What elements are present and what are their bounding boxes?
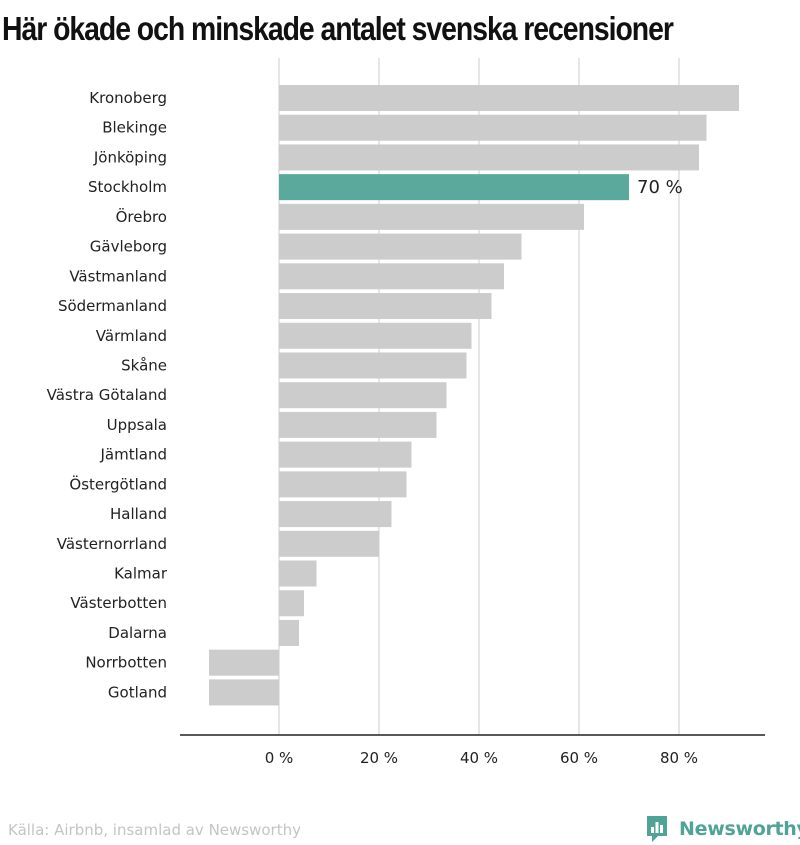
bar: [279, 501, 392, 528]
bar: [279, 233, 522, 260]
bar: [279, 203, 584, 230]
category-label: Stockholm: [88, 178, 167, 196]
bar: [279, 560, 317, 587]
bar: [279, 352, 467, 379]
category-label: Västernorrland: [57, 535, 167, 553]
tick-label: 20 %: [360, 749, 398, 767]
category-label: Örebro: [116, 207, 167, 226]
tick-label: 80 %: [660, 749, 698, 767]
category-label: Gotland: [108, 683, 167, 701]
bar: [279, 411, 437, 438]
category-label: Halland: [110, 505, 167, 523]
bar: [279, 263, 504, 290]
bar: [279, 174, 629, 201]
category-label: Värmland: [96, 327, 167, 345]
category-label: Västmanland: [69, 267, 167, 285]
category-label: Gävleborg: [90, 238, 167, 256]
bar: [279, 441, 412, 468]
bar: [209, 649, 279, 676]
category-labels: Kronoberg Blekinge Jönköping Stockholm 70 % Ö…: [47, 89, 683, 701]
bar: [279, 85, 739, 111]
category-label: Jämtland: [100, 446, 168, 464]
bar: [279, 530, 379, 557]
category-label: Västerbotten: [70, 594, 167, 612]
brand-name: Newsworthy: [679, 818, 800, 840]
source-text: Källa: Airbnb, insamlad av Newsworthy: [8, 821, 301, 839]
category-label: Skåne: [121, 356, 167, 374]
bar: [209, 679, 279, 706]
tick-label: 60 %: [560, 749, 598, 767]
bar: [279, 619, 299, 646]
category-label: Norrbotten: [85, 654, 167, 672]
newsworthy-logo-icon: [647, 816, 667, 842]
bar: [279, 144, 699, 171]
category-label: Kalmar: [114, 565, 168, 583]
value-label: 70 %: [637, 177, 683, 198]
newsworthy-brand[interactable]: Newsworthy: [645, 814, 800, 844]
bar: [279, 322, 472, 349]
tick-label: 40 %: [460, 749, 498, 767]
bar: [279, 471, 407, 498]
x-axis: 0 % 20 % 40 % 60 % 80 %: [180, 734, 765, 767]
category-label: Jönköping: [93, 148, 167, 166]
category-label: Södermanland: [58, 297, 167, 315]
tick-label: 0 %: [265, 749, 294, 767]
bar: [279, 293, 492, 320]
category-label: Kronoberg: [89, 89, 167, 107]
bar: [279, 590, 304, 617]
category-label: Dalarna: [108, 624, 167, 642]
category-label: Östergötland: [69, 474, 167, 493]
chart-title: Här ökade och minskade antalet svenska r…: [2, 10, 674, 47]
category-label: Uppsala: [107, 416, 167, 434]
bar: [279, 114, 707, 141]
bar: [279, 382, 447, 409]
category-label: Västra Götaland: [47, 386, 167, 404]
category-label: Blekinge: [102, 119, 167, 137]
bars: [209, 85, 739, 706]
